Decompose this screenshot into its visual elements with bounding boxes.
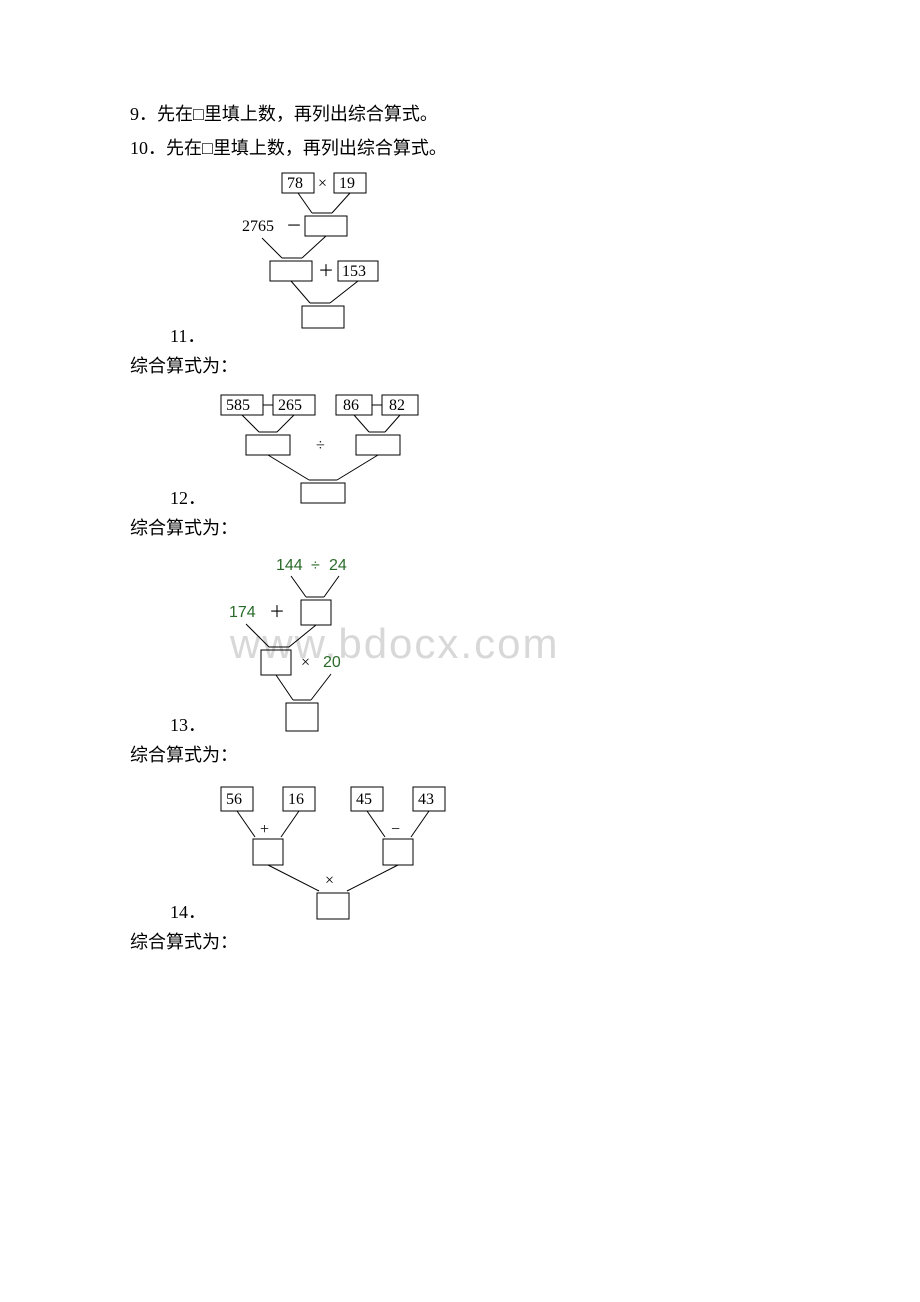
d12-op1: ÷ — [316, 437, 325, 454]
d11-b: 19 — [339, 175, 355, 192]
d13-d: 20 — [323, 654, 341, 671]
d14-op2: − — [391, 821, 400, 838]
d11-op2: － — [286, 218, 302, 235]
d11-op3: ＋ — [318, 263, 334, 280]
d14-d: 43 — [418, 791, 434, 808]
d11-a: 78 — [287, 175, 303, 192]
d12-d: 82 — [389, 397, 405, 414]
problem-12-num: 12． — [170, 484, 206, 510]
problem-11-answer-label: 综合算式为： — [130, 352, 790, 378]
d13-op2: ＋ — [269, 604, 285, 621]
problem-9-text: 先在□里填上数，再列出综合算式。 — [157, 104, 438, 124]
d12-a: 585 — [226, 397, 250, 414]
problem-14-num: 14． — [170, 898, 206, 924]
d14-op3: × — [325, 872, 334, 889]
problem-14-answer-label: 综合算式为： — [130, 928, 790, 954]
problem-11-num: 11． — [170, 322, 205, 348]
problem-13-num: 13． — [170, 711, 206, 737]
d14-c: 45 — [356, 791, 372, 808]
problem-9: 9．先在□里填上数，再列出综合算式。 — [130, 100, 790, 126]
d14-b: 16 — [288, 791, 304, 808]
problem-13-answer-label: 综合算式为： — [130, 741, 790, 767]
problem-10-num: 10． — [130, 138, 166, 158]
d14-op1: + — [260, 821, 269, 838]
d13-b: 24 — [329, 557, 347, 574]
diagram-14: 14． 56 16 45 43 + — [170, 779, 790, 924]
problem-14: 14． 56 16 45 43 + — [130, 779, 790, 954]
d13-c: 174 — [229, 604, 256, 621]
problem-11: 11． 78 × 19 2765 － — [130, 168, 790, 378]
diagram-11: 11． 78 × 19 2765 － — [170, 168, 790, 348]
diagram-13: 13． 144 ÷ 24 174 ＋ — [170, 552, 790, 737]
d12-b: 265 — [278, 397, 302, 414]
d11-op1: × — [318, 175, 327, 192]
d14-a: 56 — [226, 791, 242, 808]
diagram-12: 12． 585 265 86 82 — [170, 390, 790, 510]
d11-d: 153 — [342, 263, 366, 280]
d13-op1: ÷ — [311, 557, 320, 574]
problem-10: 10．先在□里填上数，再列出综合算式。 — [130, 134, 790, 160]
problem-10-text: 先在□里填上数，再列出综合算式。 — [166, 138, 447, 158]
d11-c: 2765 — [242, 218, 274, 235]
d12-c: 86 — [343, 397, 359, 414]
d13-op3: × — [301, 654, 310, 671]
problem-13: 13． 144 ÷ 24 174 ＋ — [130, 552, 790, 767]
d13-a: 144 — [276, 557, 303, 574]
problem-12: 12． 585 265 86 82 — [130, 390, 790, 540]
problem-9-num: 9． — [130, 104, 157, 124]
problem-12-answer-label: 综合算式为： — [130, 514, 790, 540]
content: 9．先在□里填上数，再列出综合算式。 10．先在□里填上数，再列出综合算式。 1… — [130, 100, 790, 954]
